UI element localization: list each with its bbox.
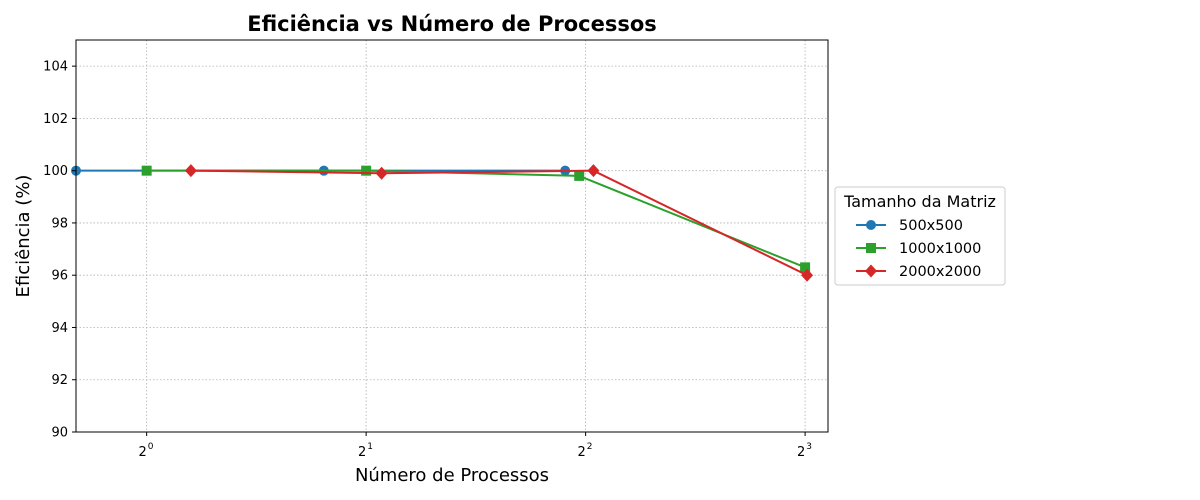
x-tick-label: 2 (139, 445, 147, 460)
y-tick-label: 94 (51, 321, 68, 336)
y-axis-label: Eficiência (%) (13, 175, 34, 298)
legend-label: 1000x1000 (899, 241, 981, 257)
y-tick-label: 92 (51, 373, 68, 388)
x-tick-label: 2 (577, 445, 585, 460)
x-tick-label: 2 (797, 445, 805, 460)
data-point (361, 165, 372, 176)
legend: Tamanho da Matriz 500x500 1000x1000 2000x2… (834, 186, 1006, 286)
x-tick-exponent: 3 (806, 442, 812, 452)
y-tick-label: 96 (51, 269, 68, 284)
series-2 (184, 164, 814, 282)
series-1 (141, 165, 811, 273)
data-point (587, 164, 600, 178)
x-tick-exponent: 2 (587, 442, 593, 452)
legend-marker (866, 243, 876, 253)
legend-frame (834, 186, 1006, 286)
plot-frame (75, 39, 829, 433)
legend-marker (866, 220, 876, 230)
y-tick-label: 90 (51, 426, 68, 441)
data-point (800, 262, 811, 273)
y-ticks: 90 92 94 96 98 100 102 104 (43, 60, 76, 441)
data-point (375, 166, 388, 180)
data-point (184, 164, 197, 178)
legend-entry: 500x500 (856, 218, 963, 234)
chart-title: Eficiência vs Número de Processos (247, 12, 657, 36)
series-line (190, 169, 808, 277)
legend-entries: 500x500 1000x1000 2000x2000 (856, 218, 981, 280)
legend-label: 500x500 (899, 218, 963, 234)
data-point (141, 165, 152, 176)
legend-marker (865, 264, 877, 278)
series-line (146, 169, 806, 269)
y-tick-label: 98 (51, 216, 68, 231)
data-point (801, 268, 814, 282)
data-point (574, 170, 585, 181)
legend-title: Tamanho da Matriz (843, 192, 996, 211)
x-tick-exponent: 1 (367, 442, 373, 452)
y-tick-label: 100 (43, 164, 68, 179)
y-tick-label: 104 (43, 60, 68, 75)
legend-entry: 1000x1000 (856, 241, 981, 257)
x-tick-label: 2 (358, 445, 366, 460)
x-axis-label: Número de Processos (355, 465, 549, 486)
legend-entry: 2000x2000 (856, 264, 981, 280)
x-tick-exponent: 0 (148, 442, 154, 452)
legend-label: 2000x2000 (899, 264, 981, 280)
series-layer (71, 164, 814, 282)
grid (76, 40, 828, 433)
y-tick-label: 102 (43, 112, 68, 127)
